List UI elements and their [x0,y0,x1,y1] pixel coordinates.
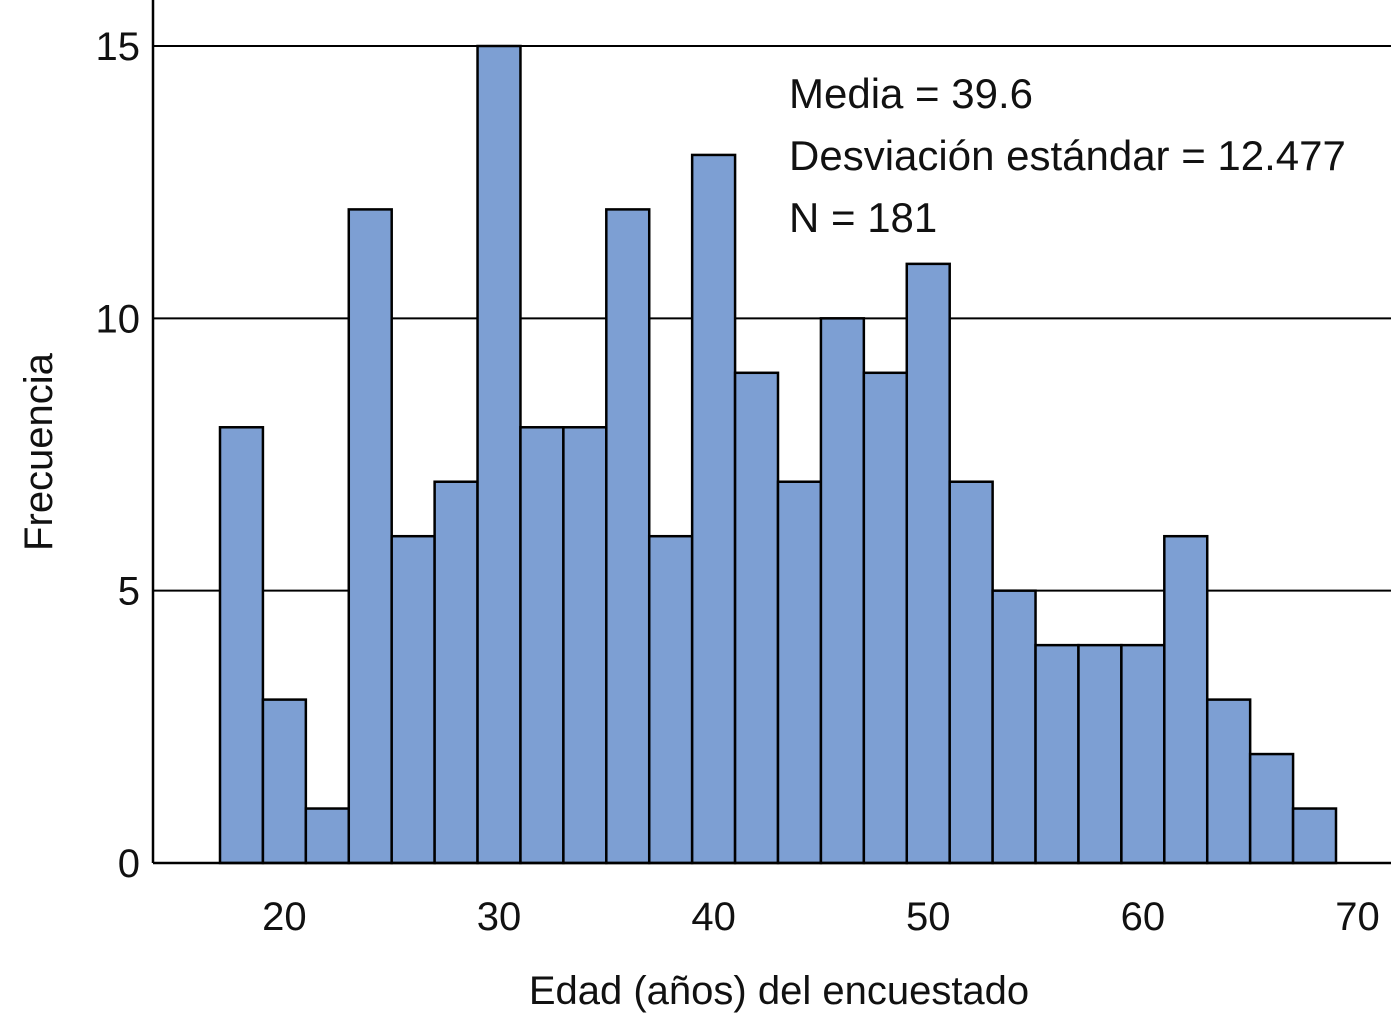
x-tick-label: 60 [1121,895,1166,939]
bar-41 [733,371,780,865]
bar-19 [261,698,308,865]
x-tick-label: 50 [906,895,951,939]
y-tick-label: 0 [118,842,140,886]
bar-57 [1077,643,1123,865]
y-tick-labels: 0 5 10 15 [96,25,141,886]
stats-annotation: Media = 39.6 Desviación estándar = 12.47… [789,70,1346,241]
bar-59 [1120,643,1166,865]
bar-39 [690,153,737,865]
n-annotation: N = 181 [789,194,937,241]
bar-47 [862,371,909,865]
mean-annotation: Media = 39.6 [789,70,1033,117]
bar-63 [1205,698,1252,865]
y-tick-label: 10 [96,297,141,341]
x-tick-label: 70 [1335,895,1380,939]
bar-37 [647,534,694,865]
bar-25 [390,534,436,865]
bar-21 [304,807,351,865]
std-annotation: Desviación estándar = 12.477 [789,132,1346,179]
bar-61 [1163,534,1209,865]
bar-29 [476,44,522,865]
y-tick-label: 5 [118,570,140,614]
bar-67 [1291,807,1338,865]
x-tick-label: 30 [477,895,522,939]
bar-35 [605,208,651,865]
bar-45 [819,317,866,865]
x-tick-label: 40 [691,895,736,939]
bars [218,44,1338,865]
y-axis-title: Frecuencia [17,352,61,551]
bar-53 [991,589,1037,865]
axes [151,0,1391,865]
bar-23 [347,208,393,865]
bar-27 [433,480,479,865]
bar-43 [776,480,823,865]
bar-33 [562,426,608,865]
y-tick-label: 15 [96,25,141,69]
x-axis-title: Edad (años) del encuestado [529,969,1029,1013]
bar-65 [1248,752,1295,865]
bar-17 [218,426,265,865]
bar-31 [519,426,565,865]
bar-49 [905,262,951,865]
bar-55 [1034,643,1080,865]
x-tick-labels: 20 30 40 50 60 70 [262,895,1380,939]
bar-51 [948,480,994,865]
x-tick-label: 20 [262,895,307,939]
